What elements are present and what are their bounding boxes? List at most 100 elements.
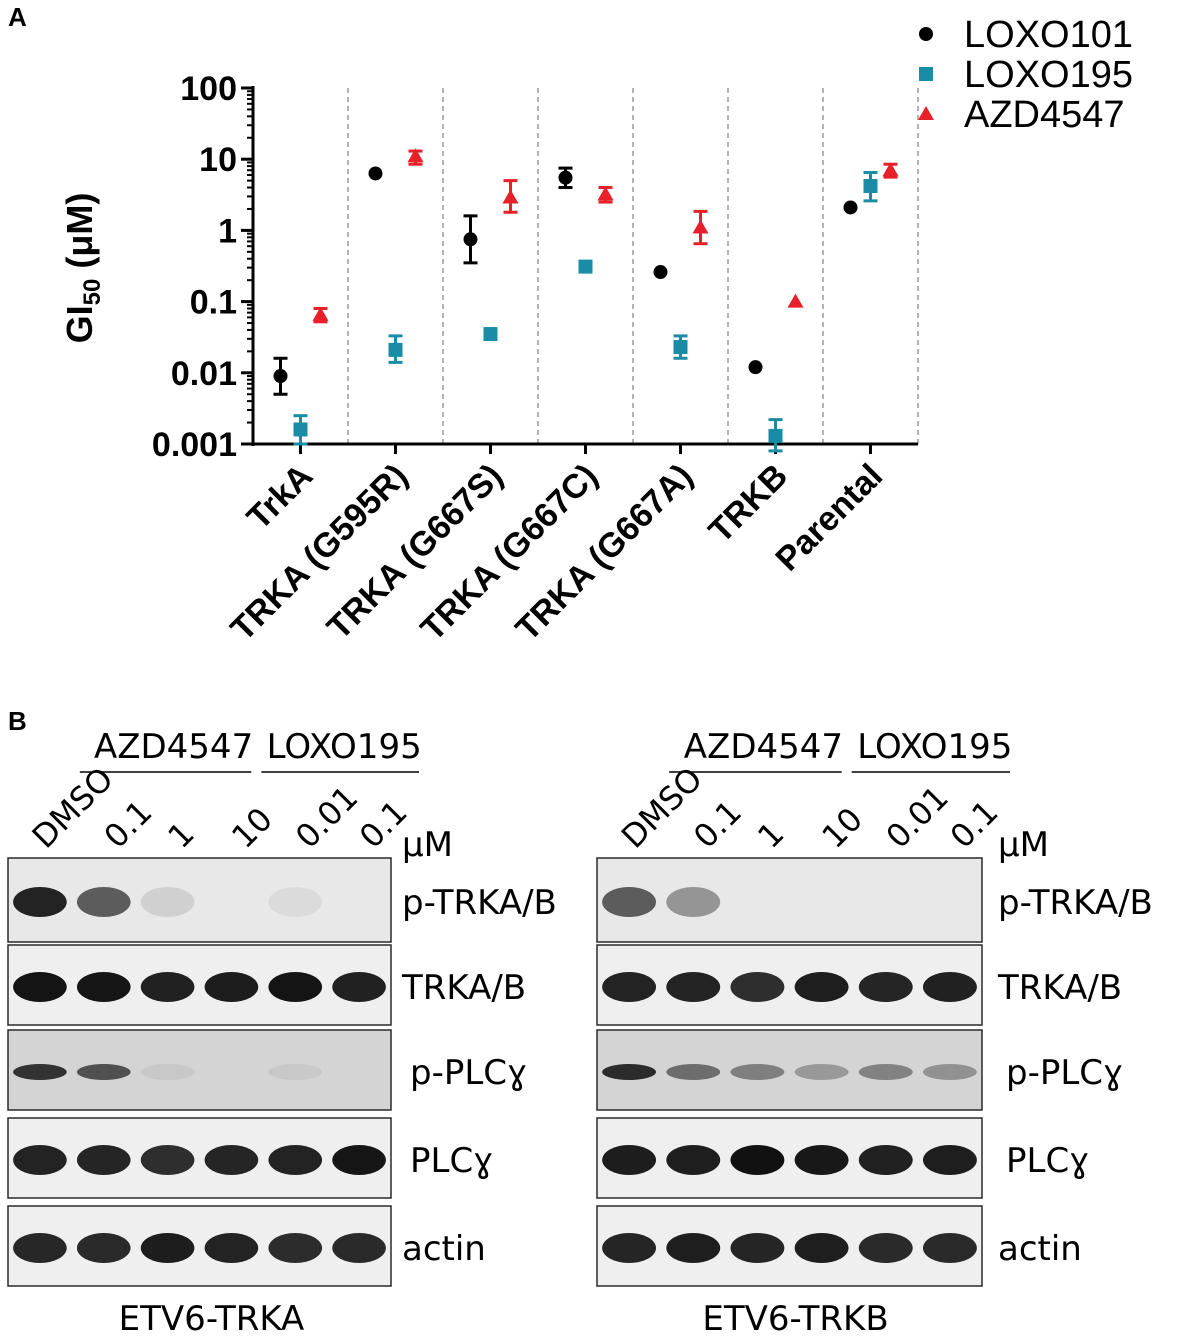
blot-band [332,972,386,1002]
blot-frame [7,1117,392,1199]
blot-band [858,1145,913,1175]
blot-frame [7,1205,392,1287]
blot-band [332,1233,386,1263]
blot-band [268,972,323,1002]
blot-frame [7,857,392,943]
blot-row: PLCɣ [596,1117,1089,1199]
data-point [312,306,329,321]
blot-caption: ETV6-TRKA [119,1299,305,1339]
row-label: p-TRKA/B [998,883,1153,923]
blot-frame [596,1117,983,1199]
blot-band [666,1064,721,1080]
blot-band [204,1145,259,1175]
group-label: LOXO195 [267,727,422,767]
blot-band [13,1233,67,1263]
blot-band [666,887,721,917]
y-tick-label: 0.1 [190,284,237,322]
blot-row: PLCɣ [7,1117,493,1199]
blot-band [730,1145,785,1175]
data-point [407,148,424,163]
lane-label: DMSO [25,760,121,856]
row-label: TRKA/B [401,968,526,1008]
data-point [273,369,288,384]
blot-band [858,1233,913,1263]
data-point [368,166,383,181]
blot-band [13,1145,67,1175]
data-point [597,186,614,201]
blot-band [268,1145,323,1175]
blot-band [268,1233,323,1263]
panel-b-letter: B [8,706,27,736]
blot-band [13,887,67,917]
blot-band [268,887,323,917]
lane-label: 1 [160,814,201,855]
y-tick-label: 0.01 [171,355,237,393]
legend-label: LOXO195 [964,54,1133,96]
blot-band [858,1064,913,1080]
data-point [463,232,478,247]
blot-band [140,887,195,917]
blot-row: p-PLCɣ [596,1029,1123,1111]
category-dividers [347,88,919,444]
blot-band [204,972,259,1002]
group-label: AZD4547 [684,727,843,767]
blot-band [332,1145,386,1175]
row-label: p-PLCɣ [410,1053,527,1093]
data-point [578,259,593,274]
y-tick-label: 100 [180,70,237,108]
blot-band [602,972,657,1002]
data-point [843,200,858,215]
blot-band [76,1064,131,1080]
series-loxo101 [273,166,858,396]
blot-band [76,1145,131,1175]
lane-label: DMSO [614,760,710,856]
y-axis-label: GI50 (μM) [59,193,106,344]
data-point [882,162,899,177]
data-point [483,327,498,342]
series-azd4547 [312,148,899,324]
lane-label: 1 [750,814,791,855]
row-label: TRKA/B [997,968,1122,1008]
blot-frame [7,1029,392,1111]
data-point [863,179,878,194]
data-point [502,189,519,204]
chart-marks [273,148,899,453]
blot-band [922,1145,977,1175]
blot-band [730,1064,785,1080]
blot-row: p-TRKA/B [596,857,1153,943]
lane-label: 0.1 [97,793,160,856]
legend-label: LOXO101 [964,14,1133,56]
x-tick-label: TRKA (G667S) [320,457,510,647]
blot-band [602,1064,657,1080]
lane-label: 0.01 [879,778,956,855]
blot-row: actin [596,1205,1082,1287]
blot-band [730,972,785,1002]
blot-row: actin [7,1205,486,1287]
blot-band [76,972,131,1002]
blot-frame [596,944,983,1026]
data-point [653,265,668,280]
data-point [388,342,403,357]
blot-band [666,972,721,1002]
series-loxo195 [293,171,878,453]
lane-label: 0.01 [288,778,365,855]
data-point [787,293,804,308]
blot-frame [596,1205,983,1287]
row-label: actin [998,1229,1082,1269]
blot-band [140,1145,195,1175]
blot-row: TRKA/B [596,944,1122,1026]
blot-band [140,1233,195,1263]
blot-band [76,1233,131,1263]
x-tick-label: TrkA [240,457,320,537]
blot-band [922,972,977,1002]
x-tick-label: TRKA (G667A) [509,457,701,649]
y-tick-label: 10 [199,141,237,179]
blot-band [602,1233,657,1263]
x-tick-label: TRKB [702,457,796,551]
blot-band [204,1233,259,1263]
